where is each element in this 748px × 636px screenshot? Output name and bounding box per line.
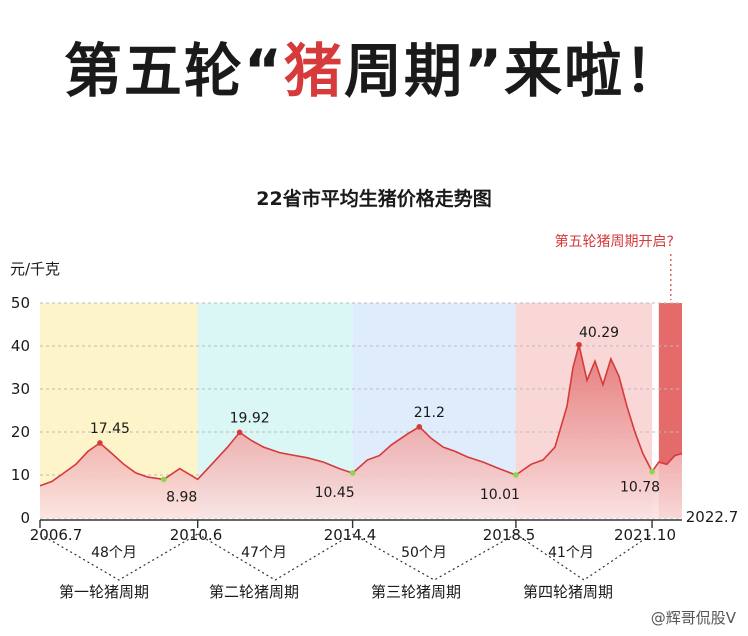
data-label: 40.29 bbox=[579, 325, 619, 341]
data-point-marker bbox=[576, 341, 582, 348]
cycle-name-label: 第一轮猪周期 bbox=[59, 583, 149, 601]
y-tick-label: 30 bbox=[11, 380, 30, 398]
y-tick-label: 50 bbox=[11, 294, 30, 312]
headline: 第五轮“猪周期”来啦！ bbox=[0, 36, 748, 106]
cycle-bracket bbox=[352, 533, 517, 581]
headline-after: 周期”来啦！ bbox=[344, 37, 685, 105]
data-point-marker bbox=[97, 440, 103, 446]
x-tick-label: 2014.4 bbox=[324, 526, 377, 544]
data-label: 17.45 bbox=[90, 421, 130, 437]
y-tick-label: 10 bbox=[11, 466, 30, 484]
cycle-name-label: 第四轮猪周期 bbox=[523, 583, 613, 601]
cycle-duration-label: 47个月 bbox=[241, 545, 287, 561]
y-axis-unit: 元/千克 bbox=[10, 260, 61, 278]
cycle-bracket bbox=[515, 533, 653, 581]
cycle-duration-label: 41个月 bbox=[548, 545, 594, 561]
y-tick-label: 0 bbox=[20, 509, 30, 527]
data-point-marker bbox=[160, 476, 167, 483]
data-point-marker bbox=[416, 424, 423, 430]
data-label: 10.45 bbox=[315, 485, 355, 501]
cycle-name-label: 第三轮猪周期 bbox=[371, 583, 461, 601]
x-tick-label: 2006.7 bbox=[30, 526, 83, 544]
price-line bbox=[39, 344, 683, 487]
x-tick-label: 2022.7 bbox=[686, 508, 739, 526]
cycle-duration-label: 50个月 bbox=[401, 545, 447, 561]
price-area bbox=[40, 344, 682, 518]
cycle-bracket bbox=[197, 533, 353, 581]
y-tick-label: 40 bbox=[11, 337, 30, 355]
y-tick-label: 20 bbox=[11, 423, 30, 441]
headline-before: 第五轮“ bbox=[63, 37, 284, 105]
cycle-bracket bbox=[39, 533, 199, 581]
x-tick-label: 2018.5 bbox=[483, 526, 536, 544]
data-label: 19.92 bbox=[230, 410, 270, 426]
cycle-duration-label: 48个月 bbox=[91, 545, 137, 561]
data-point-marker bbox=[649, 468, 655, 475]
chart-title: 22省市平均生猪价格走势图 bbox=[256, 188, 492, 210]
data-label: 10.01 bbox=[480, 487, 520, 503]
x-tick-label: 2021.10 bbox=[614, 526, 676, 544]
data-label: 8.98 bbox=[166, 489, 197, 505]
headline-highlight: 猪 bbox=[283, 37, 344, 105]
data-point-marker bbox=[349, 470, 356, 476]
data-point-marker bbox=[236, 429, 243, 436]
cycle-name-label: 第二轮猪周期 bbox=[209, 583, 299, 601]
watermark: @辉哥侃股V bbox=[650, 609, 736, 627]
data-label: 21.2 bbox=[414, 405, 445, 421]
fifth-cycle-callout: 第五轮猪周期开启? bbox=[555, 233, 674, 250]
data-label: 10.78 bbox=[620, 480, 660, 496]
data-point-marker bbox=[513, 472, 519, 478]
